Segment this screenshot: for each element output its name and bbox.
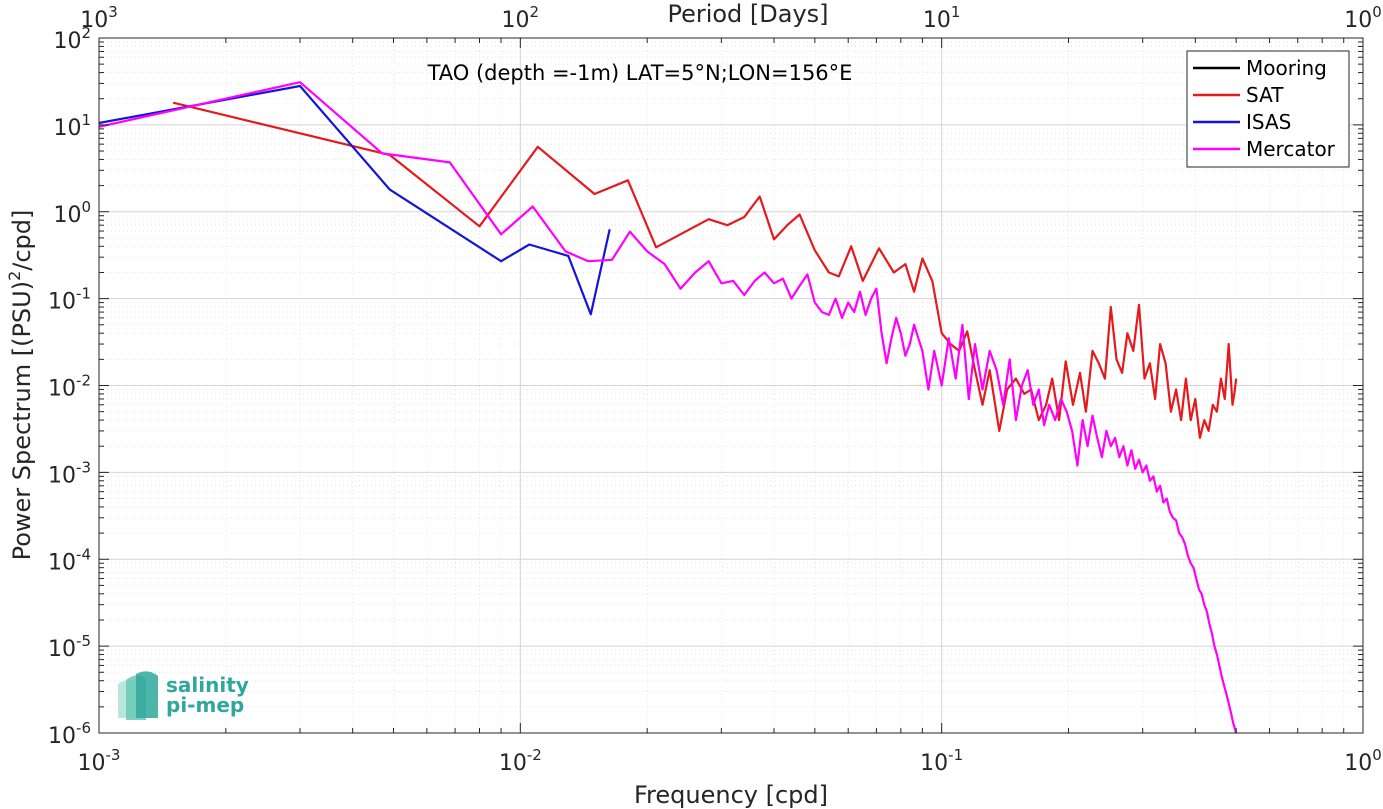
x2-tick-label: 101 (923, 3, 961, 33)
legend-label-mooring: Mooring (1246, 56, 1327, 80)
y-tick-label: 10-1 (48, 285, 91, 315)
y-tick-label: 10-5 (48, 632, 91, 662)
x-tick-label: 10-3 (78, 746, 121, 776)
y-tick-label: 10-4 (48, 545, 91, 575)
x2-tick-label: 100 (1344, 3, 1382, 33)
x-tick-label: 100 (1344, 746, 1382, 776)
y-tick-label: 10-2 (48, 372, 91, 402)
legend-label-mercator: Mercator (1246, 137, 1336, 161)
y-tick-label: 101 (53, 111, 91, 141)
x2-axis-label: Period [Days] (667, 0, 828, 28)
series-layer (98, 81, 1238, 734)
x2-tick-label: 102 (502, 3, 540, 33)
x-axis-label: Frequency [cpd] (634, 781, 828, 809)
logo-line-1: salinity (166, 673, 249, 697)
logo-line-2: pi-mep (166, 693, 244, 717)
tick-marks (98, 37, 1364, 734)
legend-label-isas: ISAS (1246, 110, 1291, 134)
chart-title: TAO (depth =-1m) LAT=5°N;LON=156°E (427, 61, 853, 85)
minor-grid (99, 38, 1363, 733)
x-tick-label: 10-2 (499, 746, 542, 776)
x-tick-label: 10-1 (920, 746, 963, 776)
legend: Mooring SAT ISAS Mercator (1186, 50, 1350, 168)
series-line-mercator (98, 81, 1238, 734)
legend-box (1186, 50, 1350, 168)
x2-tick-label: 103 (80, 3, 118, 33)
y-tick-label: 102 (53, 24, 91, 54)
legend-label-sat: SAT (1246, 83, 1284, 107)
y-axis-label: Power Spectrum [(PSU)2/cpd] (5, 210, 36, 561)
y-tick-label: 10-3 (48, 458, 91, 488)
y-tick-label: 100 (53, 198, 91, 228)
y-tick-label: 10-6 (48, 719, 91, 749)
series-line-isas (98, 84, 611, 316)
salinity-pi-mep-logo: salinity pi-mep (118, 671, 249, 720)
